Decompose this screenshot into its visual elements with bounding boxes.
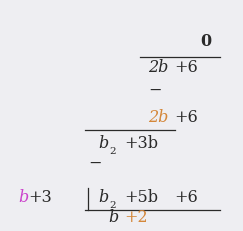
Text: 2: 2	[109, 146, 116, 155]
Text: 0: 0	[200, 33, 211, 51]
Text: +6: +6	[174, 189, 198, 207]
Text: 2b: 2b	[148, 60, 168, 76]
Text: +2: +2	[124, 210, 148, 227]
Text: b: b	[108, 210, 118, 227]
Text: +3b: +3b	[124, 134, 158, 152]
Text: −: −	[148, 82, 161, 98]
Text: b: b	[98, 134, 108, 152]
Text: +6: +6	[174, 109, 198, 127]
Text: b: b	[98, 189, 108, 207]
Text: +5b: +5b	[124, 189, 158, 207]
Text: +3: +3	[28, 189, 52, 207]
Text: 2b: 2b	[148, 109, 168, 127]
Text: +6: +6	[174, 60, 198, 76]
Text: b: b	[18, 189, 28, 207]
Text: 2: 2	[109, 201, 116, 210]
Text: −: −	[88, 155, 101, 171]
